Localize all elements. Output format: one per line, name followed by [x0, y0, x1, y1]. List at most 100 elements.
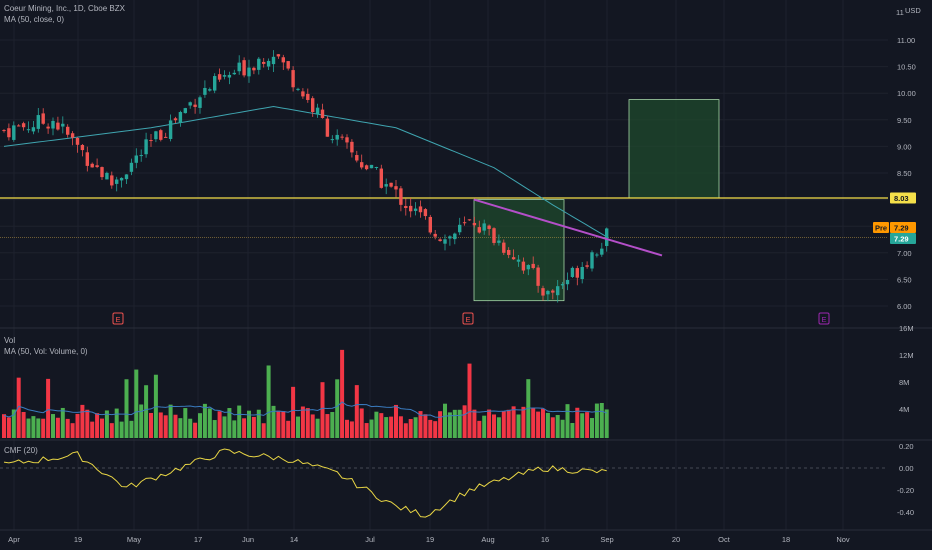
volume-bar: [580, 413, 585, 438]
price-axis[interactable]: 11.0010.5010.009.509.008.507.507.006.506…: [897, 36, 916, 311]
candle-body: [521, 261, 526, 271]
time-tick-label: Nov: [836, 535, 850, 544]
target-box-left[interactable]: [473, 199, 565, 302]
price-tick-label: 8.50: [897, 169, 912, 178]
candle-body: [565, 280, 570, 285]
ma-line: [3, 105, 607, 238]
volume-tick-label: 8M: [899, 378, 909, 387]
time-axis[interactable]: Apr 19 May 17 Jun 14 Jul 19 Aug 16 Sep 20 Oct 18 Nov: [8, 535, 850, 544]
volume-bar: [291, 386, 296, 438]
pre-market-tag: [873, 222, 889, 233]
price-legend[interactable]: Coeur Mining, Inc., 1D, Cboe BZX MA (50,…: [4, 3, 125, 25]
candle-body: [75, 137, 80, 145]
candle-body: [595, 254, 599, 256]
earnings-marker[interactable]: [462, 312, 474, 325]
volume-bar: [6, 417, 11, 438]
volume-bar: [457, 409, 462, 438]
candle-body: [301, 91, 305, 97]
candle-body: [320, 109, 325, 118]
candle-body: [413, 208, 418, 211]
earnings-marker-label: E: [466, 315, 471, 324]
candle-body: [193, 104, 197, 107]
volume-bar: [575, 407, 580, 438]
volume-bar: [75, 413, 80, 438]
pre-market-label: Pre: [875, 224, 887, 233]
resistance-price-label: 8.03: [894, 194, 909, 203]
volume-bar: [158, 412, 163, 438]
volume-bar: [2, 414, 6, 438]
cmf-legend[interactable]: CMF (20): [4, 445, 38, 456]
candle-body: [129, 162, 134, 172]
volume-bar: [100, 418, 104, 438]
candle-body: [570, 267, 575, 277]
volume-bar: [320, 382, 325, 438]
volume-tick-label: 16M: [899, 324, 914, 333]
volume-bar: [492, 414, 496, 438]
volume-bar: [95, 413, 100, 438]
price-tick-label: 9.00: [897, 142, 912, 151]
candle-body: [394, 186, 398, 190]
cmf-pane[interactable]: [0, 448, 888, 518]
candle-body: [26, 129, 31, 131]
volume-bar: [300, 406, 305, 438]
volume-bar: [31, 416, 36, 438]
volume-bar: [232, 420, 237, 438]
volume-bar: [276, 410, 281, 438]
volume-legend[interactable]: Vol MA (50, Vol: Volume, 0): [4, 335, 88, 357]
candle-body: [605, 228, 609, 246]
volume-bar: [443, 403, 447, 438]
volume-bar: [359, 408, 364, 438]
volume-bar: [560, 419, 565, 438]
candle-body: [31, 127, 36, 132]
volume-bar: [139, 404, 144, 438]
candle-body: [36, 115, 40, 129]
candle-body: [90, 163, 94, 168]
volume-pane[interactable]: [2, 349, 609, 438]
volume-bar: [168, 404, 173, 438]
volume-ma-label[interactable]: MA (50, Vol: Volume, 0): [4, 347, 88, 356]
candle-body: [462, 222, 467, 224]
candle-body: [526, 265, 530, 270]
volume-bar: [418, 411, 423, 438]
price-tick-label: 10.50: [897, 63, 916, 72]
volume-bar: [51, 414, 55, 438]
earnings-marker[interactable]: [818, 312, 830, 325]
time-tick-label: 17: [194, 535, 202, 544]
time-tick-label: Oct: [718, 535, 731, 544]
volume-title[interactable]: Vol: [4, 336, 16, 345]
volume-bar: [281, 411, 286, 438]
volume-bar: [541, 408, 545, 438]
candle-body: [511, 257, 516, 260]
cmf-title[interactable]: CMF (20): [4, 446, 38, 455]
volume-bar: [325, 414, 330, 438]
earnings-marker[interactable]: [112, 312, 124, 325]
candle-body: [364, 165, 369, 170]
cmf-axis[interactable]: 0.20 0.00 -0.20 -0.40: [897, 442, 914, 517]
candle-body: [325, 118, 330, 137]
volume-bar: [506, 409, 511, 438]
volume-bar: [384, 417, 389, 438]
volume-bar: [305, 408, 310, 438]
candle-body: [134, 155, 138, 163]
symbol-title[interactable]: Coeur Mining, Inc., 1D, Cboe BZX: [4, 4, 125, 13]
volume-bar: [394, 404, 398, 438]
candle-body: [492, 228, 496, 243]
candle-body: [242, 60, 246, 76]
trend-line[interactable]: [473, 198, 663, 257]
ma-indicator-label[interactable]: MA (50, close, 0): [4, 15, 65, 24]
candle-body: [276, 54, 281, 57]
candle-body: [536, 267, 540, 286]
volume-bar: [389, 416, 394, 438]
volume-axis[interactable]: 16M 12M 8M 4M: [899, 324, 914, 414]
volume-bar: [198, 413, 202, 438]
volume-bar: [403, 423, 408, 438]
volume-bar: [202, 403, 207, 438]
target-box-right[interactable]: [628, 99, 720, 199]
candle-body: [80, 145, 85, 151]
volume-tick-label: 4M: [899, 405, 909, 414]
volume-bar: [296, 416, 300, 438]
candle-body: [100, 167, 104, 178]
